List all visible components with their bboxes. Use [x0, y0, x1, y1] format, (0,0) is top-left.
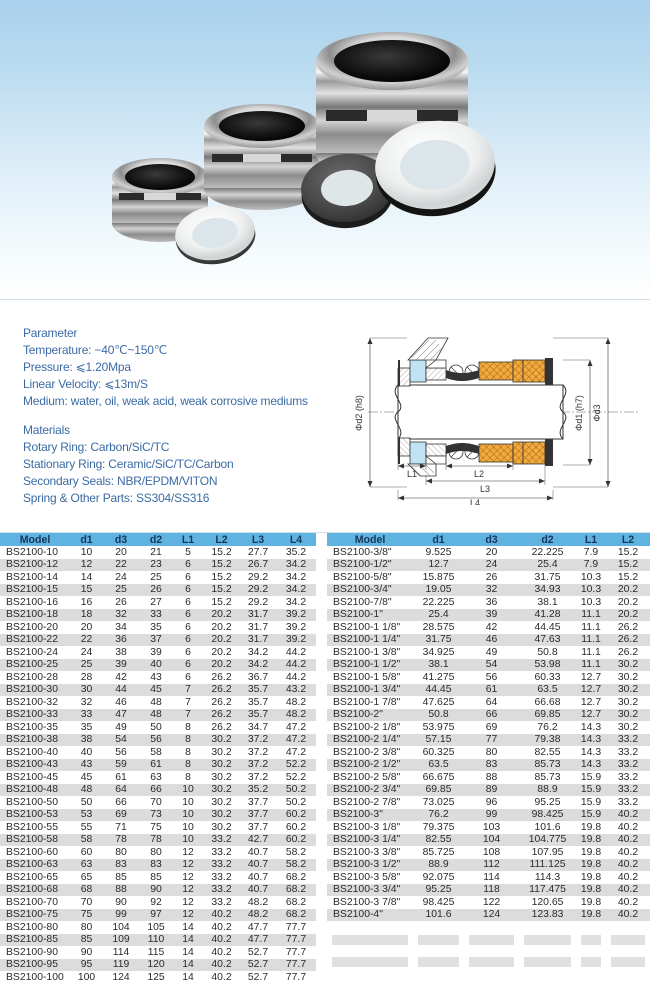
- svg-text:L1: L1: [407, 469, 417, 479]
- svg-text:L3: L3: [480, 484, 490, 494]
- svg-text:L2: L2: [474, 469, 484, 479]
- svg-text:L4: L4: [470, 498, 480, 505]
- svg-text:Φd1 (h7): Φd1 (h7): [574, 395, 584, 431]
- svg-text:Φd2 (h8): Φd2 (h8): [354, 395, 364, 431]
- svg-text:Φd3: Φd3: [592, 404, 602, 421]
